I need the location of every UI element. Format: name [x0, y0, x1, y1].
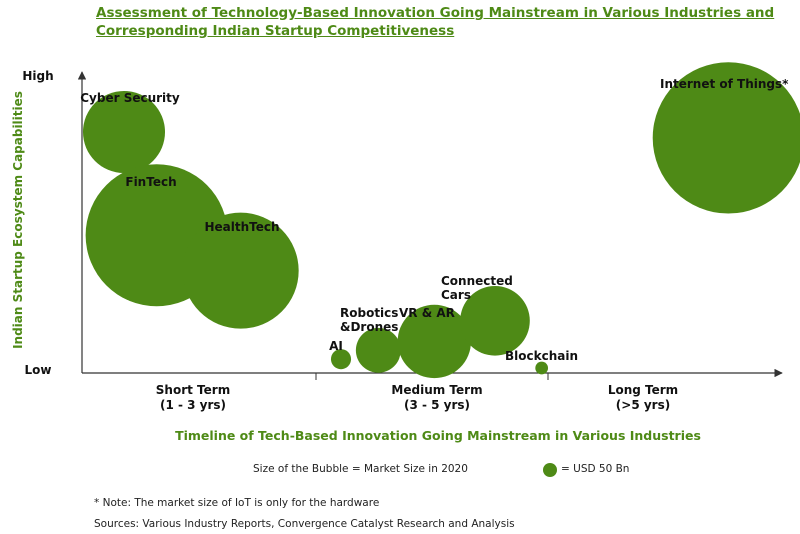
- bubble-label-7: Connected Cars: [441, 274, 513, 302]
- bubble-label-2: FinTech: [125, 175, 176, 189]
- bubble-9: [652, 62, 800, 214]
- x-category-sub-1: (1 - 3 yrs): [160, 398, 226, 412]
- y-axis-label: Indian Startup Ecosystem Capabilities: [11, 91, 25, 349]
- x-category-sub-2: (3 - 5 yrs): [404, 398, 470, 412]
- bubble-label-3: HealthTech: [204, 220, 279, 234]
- x-category-1: Short Term: [156, 383, 230, 397]
- bubble-label-9: Internet of Things*: [660, 77, 789, 91]
- bubble-1: [82, 90, 166, 174]
- bubble-4: [330, 349, 352, 370]
- x-axis-label: Timeline of Tech-Based Innovation Going …: [175, 428, 701, 443]
- bubble-7: [460, 286, 530, 356]
- legend-symbol-bubble: [543, 463, 557, 477]
- bubble-label-6: VR & AR: [399, 306, 455, 320]
- chart-title: Assessment of Technology-Based Innovatio…: [96, 5, 775, 39]
- bubble-label-8: Blockchain: [505, 349, 578, 363]
- bubble-5: [355, 327, 401, 373]
- footnote: * Note: The market size of IoT is only f…: [94, 497, 380, 509]
- y-tick-low: Low: [25, 363, 52, 377]
- x-category-3: Long Term: [608, 383, 678, 397]
- bubble-6: [397, 304, 472, 379]
- sources: Sources: Various Industry Reports, Conve…: [94, 518, 515, 530]
- bubble-3: [182, 212, 299, 329]
- bubble-label-4: AI: [329, 339, 343, 353]
- y-tick-high: High: [22, 69, 53, 83]
- legend-symbol-label: = USD 50 Bn: [561, 463, 630, 475]
- bubble-label-5: Robotics &Drones: [340, 306, 398, 334]
- legend-caption: Size of the Bubble = Market Size in 2020: [253, 463, 468, 475]
- x-category-2: Medium Term: [391, 383, 482, 397]
- bubble-label-1: Cyber Security: [80, 91, 180, 105]
- bubble-8: [535, 361, 549, 375]
- x-category-sub-3: (>5 yrs): [616, 398, 670, 412]
